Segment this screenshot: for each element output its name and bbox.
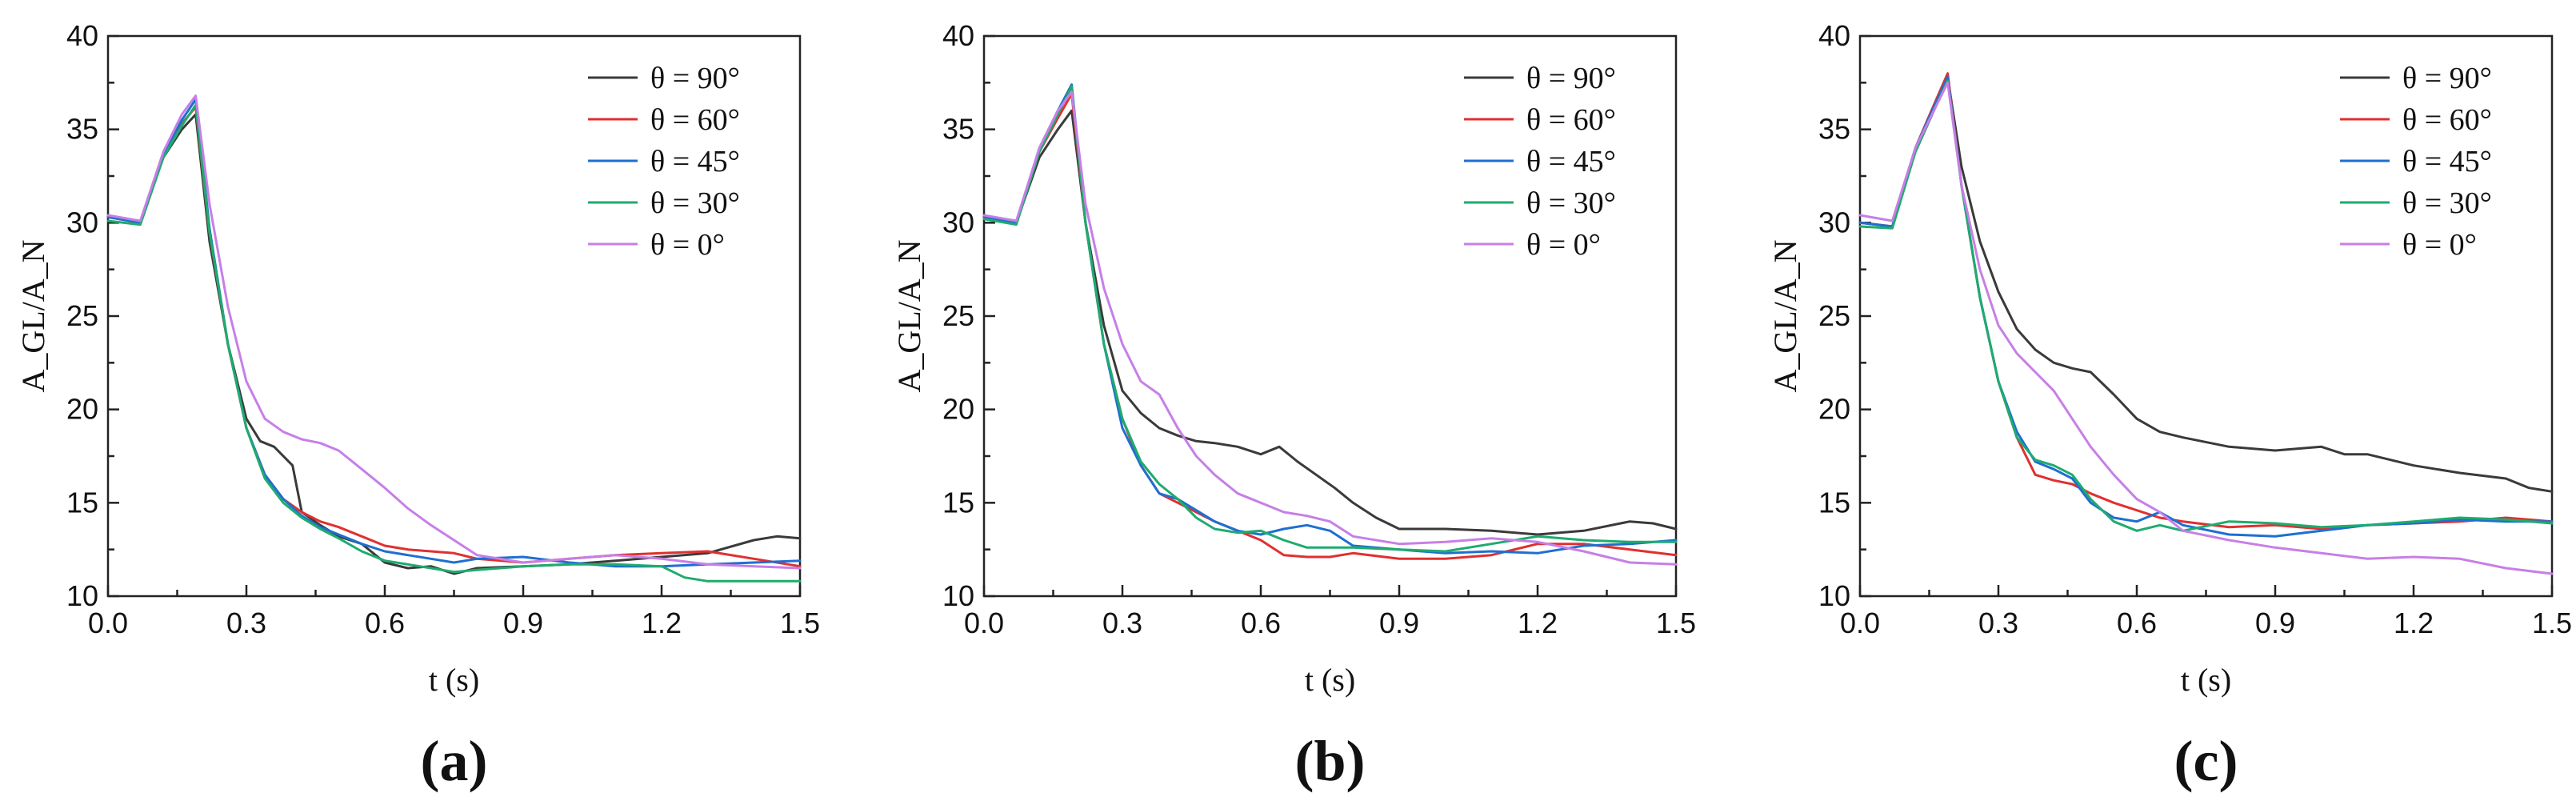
legend: θ = 90° θ = 60° θ = 45° θ = 30° θ = 0° <box>588 62 740 262</box>
series-line-3 <box>1858 79 2554 532</box>
x-tick-label: 0.3 <box>1978 607 2018 639</box>
y-tick-label: 35 <box>66 113 98 146</box>
chart-panel-b: 0.0 0.3 0.6 0.9 1.2 1.5 10 15 20 25 30 35 40 θ = 90°… <box>891 19 1696 793</box>
x-tick-label: 1.5 <box>1656 607 1696 639</box>
series-lines <box>982 83 1678 566</box>
x-axis-title: t (s) <box>1305 662 1355 698</box>
series-line-0 <box>106 113 802 575</box>
legend-label: θ = 0° <box>2402 228 2477 262</box>
y-tick-label: 20 <box>66 393 98 426</box>
y-tick-label: 20 <box>942 393 974 426</box>
x-tick-label: 0.9 <box>1379 607 1419 639</box>
axis-ticks: 0.0 0.3 0.6 0.9 1.2 1.5 10 15 20 25 30 35 40 <box>942 19 1696 639</box>
y-tick-label: 10 <box>1818 579 1850 612</box>
y-tick-label: 25 <box>1818 299 1850 332</box>
x-tick-label: 0.6 <box>2117 607 2157 639</box>
legend: θ = 90° θ = 60° θ = 45° θ = 30° θ = 0° <box>2340 62 2492 262</box>
series-lines <box>1858 72 2554 575</box>
legend-label: θ = 60° <box>2402 103 2492 137</box>
y-tick-label: 40 <box>1818 19 1850 52</box>
x-tick-label: 0.3 <box>1102 607 1142 639</box>
series-line-0 <box>1858 75 2554 493</box>
x-tick-label: 0.0 <box>1840 607 1880 639</box>
panel-label: (c) <box>2174 729 2238 793</box>
legend-label: θ = 60° <box>650 103 740 137</box>
y-axis-title: A_GL/A_N <box>15 239 51 392</box>
x-axis-title: t (s) <box>2181 662 2231 698</box>
x-tick-label: 0.3 <box>226 607 266 639</box>
legend-label: θ = 0° <box>1526 228 1601 262</box>
legend-label: θ = 45° <box>650 145 740 178</box>
y-tick-label: 25 <box>942 299 974 332</box>
y-tick-label: 15 <box>942 486 974 519</box>
legend: θ = 90° θ = 60° θ = 45° θ = 30° θ = 0° <box>1464 62 1616 262</box>
legend-label: θ = 60° <box>1526 103 1616 137</box>
legend-label: θ = 45° <box>1526 145 1616 178</box>
y-tick-label: 40 <box>66 19 98 52</box>
legend-label: θ = 90° <box>1526 62 1616 95</box>
x-tick-label: 0.9 <box>503 607 543 639</box>
x-tick-label: 1.2 <box>642 607 682 639</box>
panel-label: (b) <box>1295 729 1366 793</box>
series-line-1 <box>1858 72 2554 531</box>
x-tick-label: 1.2 <box>1518 607 1558 639</box>
y-tick-label: 25 <box>66 299 98 332</box>
y-tick-label: 35 <box>942 113 974 146</box>
legend-label: θ = 0° <box>650 228 725 262</box>
legend-label: θ = 45° <box>2402 145 2492 178</box>
legend-label: θ = 90° <box>2402 62 2492 95</box>
x-tick-label: 1.2 <box>2394 607 2434 639</box>
y-axis-title: A_GL/A_N <box>891 239 927 392</box>
y-tick-label: 10 <box>66 579 98 612</box>
x-tick-label: 1.5 <box>2532 607 2572 639</box>
y-tick-label: 30 <box>66 206 98 238</box>
series-line-4 <box>1858 81 2554 575</box>
x-tick-label: 0.6 <box>365 607 405 639</box>
x-tick-label: 0.9 <box>2255 607 2295 639</box>
y-tick-label: 15 <box>1818 486 1850 519</box>
axis-ticks: 0.0 0.3 0.6 0.9 1.2 1.5 10 15 20 25 30 35 40 <box>1818 19 2572 639</box>
y-tick-label: 10 <box>942 579 974 612</box>
axis-ticks: 0.0 0.3 0.6 0.9 1.2 1.5 10 15 20 25 30 35 40 <box>66 19 820 639</box>
x-tick-label: 0.0 <box>88 607 128 639</box>
y-axis-title: A_GL/A_N <box>1767 239 1803 392</box>
x-tick-label: 0.0 <box>964 607 1004 639</box>
x-tick-label: 1.5 <box>780 607 820 639</box>
legend-label: θ = 30° <box>1526 186 1616 220</box>
series-line-3 <box>106 103 802 583</box>
y-tick-label: 20 <box>1818 393 1850 426</box>
y-tick-label: 15 <box>66 486 98 519</box>
series-line-4 <box>982 90 1678 566</box>
x-axis-title: t (s) <box>429 662 479 698</box>
series-line-4 <box>106 94 802 570</box>
y-tick-label: 30 <box>1818 206 1850 238</box>
legend-label: θ = 30° <box>650 186 740 220</box>
series-lines <box>106 94 802 583</box>
x-tick-label: 0.6 <box>1241 607 1281 639</box>
y-tick-label: 40 <box>942 19 974 52</box>
legend-label: θ = 30° <box>2402 186 2492 220</box>
y-tick-label: 30 <box>942 206 974 238</box>
chart-panel-c: 0.0 0.3 0.6 0.9 1.2 1.5 10 15 20 25 30 35 40 θ = 90°… <box>1767 19 2572 793</box>
y-tick-label: 35 <box>1818 113 1850 146</box>
panel-label: (a) <box>421 729 488 793</box>
legend-label: θ = 90° <box>650 62 740 95</box>
chart-panel-a: 0.0 0.3 0.6 0.9 1.2 1.5 10 15 20 25 30 35 40 θ = 90°… <box>15 19 820 793</box>
